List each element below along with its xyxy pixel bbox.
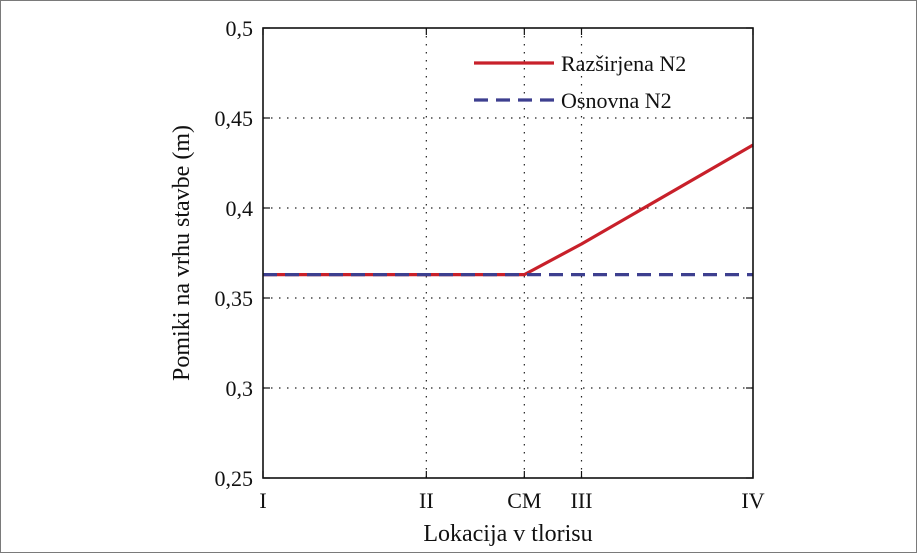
x-tick-label: I xyxy=(259,488,266,513)
x-tick-label: II xyxy=(419,488,434,513)
y-tick-label: 0,5 xyxy=(226,16,254,41)
series-layer xyxy=(263,143,754,277)
x-tick-label: IV xyxy=(741,488,764,513)
legend: Razširjena N2 Osnovna N2 xyxy=(474,51,686,113)
x-axis-label: Lokacija v tlorisu xyxy=(423,521,592,547)
series-line-1 xyxy=(263,143,754,277)
grid xyxy=(263,28,753,478)
legend-label: Osnovna N2 xyxy=(561,88,672,113)
x-tick-label: CM xyxy=(507,488,541,513)
y-tick-label: 0,35 xyxy=(215,286,254,311)
y-tick-label: 0,4 xyxy=(226,196,254,221)
y-tick-label: 0,25 xyxy=(215,466,254,491)
x-tick-label: III xyxy=(571,488,593,513)
y-tick-label: 0,45 xyxy=(215,106,254,131)
y-axis-label: Pomiki na vrhu stavbe (m) xyxy=(169,125,195,381)
plot-area xyxy=(262,27,754,479)
y-tick-label: 0,3 xyxy=(226,376,254,401)
ticks: 0,250,30,350,40,450,5I II CM III IV xyxy=(215,16,765,513)
legend-label: Razširjena N2 xyxy=(561,51,686,76)
